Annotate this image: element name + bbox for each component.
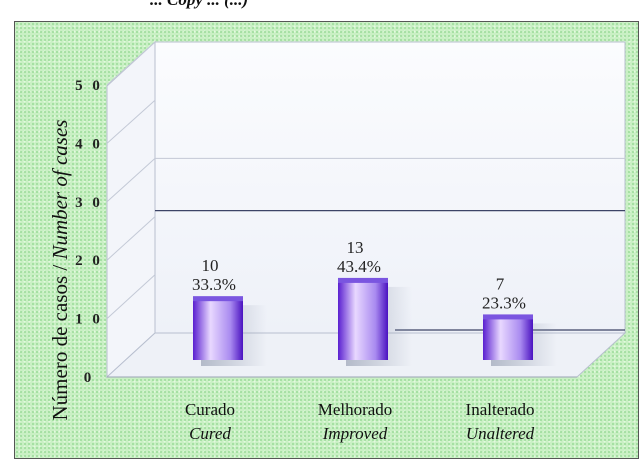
gridline-side: [106, 41, 156, 86]
y-tick-label: 2 0: [75, 253, 103, 269]
category-label-en: Cured: [189, 424, 231, 443]
y-tick-label: 0: [84, 370, 95, 386]
y-tick-label: 3 0: [75, 195, 103, 211]
header-text: ... Copy ... (...): [150, 0, 248, 10]
category-label-en: Unaltered: [466, 424, 535, 443]
bar-cap: [483, 314, 533, 320]
header-cut: ... Copy ... (...): [0, 0, 640, 18]
chart-frame: 0 1 0 2 0 3 0 4 0 5 0 10 33.3% 13 43.4% 7 23.3% Cu…: [14, 21, 639, 459]
category-label-pt: Melhorado: [318, 400, 393, 419]
category-label-en: Improved: [322, 424, 388, 443]
y-axis-label-plain: Número de casos /: [48, 260, 72, 421]
y-axis-label-italic: Number of cases: [48, 120, 72, 261]
y-tick-label: 4 0: [75, 136, 103, 152]
category-label-pt: Inalterado: [466, 400, 535, 419]
gridlines: [106, 41, 625, 378]
value-label: 7: [496, 274, 505, 293]
gridline-side: [106, 274, 156, 319]
bar-cap: [338, 277, 388, 283]
category-label-pt: Curado: [185, 400, 235, 419]
bars: [193, 277, 557, 366]
y-tick-label: 5 0: [75, 78, 103, 94]
y-ticks: 0 1 0 2 0 3 0 4 0 5 0: [75, 78, 103, 386]
bar-cap: [193, 296, 243, 302]
left-wall: [106, 40, 156, 379]
value-label: 10: [202, 256, 219, 275]
bar: [483, 317, 533, 360]
gridline-side: [106, 99, 156, 144]
y-axis-label: Número de casos / Number of cases: [48, 120, 72, 421]
value-label: 13: [347, 238, 364, 257]
bar: [338, 280, 388, 360]
percent-label: 23.3%: [482, 293, 526, 312]
bar: [193, 299, 243, 360]
percent-label: 43.4%: [337, 257, 381, 276]
category-labels: Curado Cured Melhorado Improved Inalterado Un…: [185, 400, 535, 443]
gridline-side: [106, 216, 156, 261]
y-tick-label: 1 0: [75, 312, 103, 328]
gridline-side: [106, 158, 156, 203]
percent-label: 33.3%: [192, 275, 236, 294]
